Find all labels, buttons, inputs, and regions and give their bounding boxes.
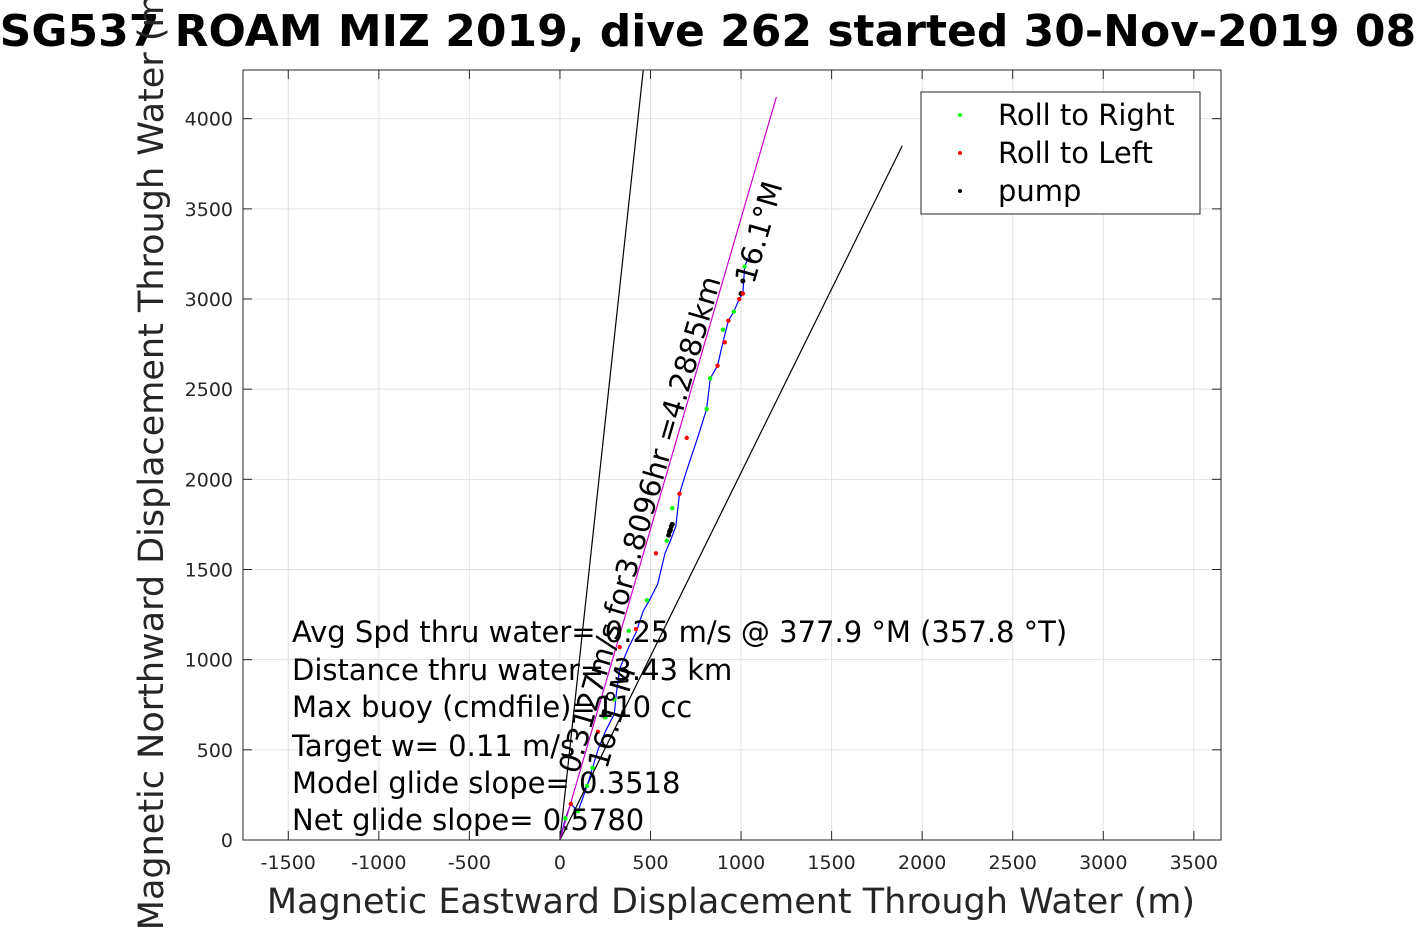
annotation-distance: Distance thru water= 3.43 km: [292, 653, 732, 687]
roll-left-marker: [653, 551, 659, 556]
roll-right-marker: [731, 309, 737, 314]
y-tick-label: 1000: [185, 650, 233, 672]
chart-title: SG537 ROAM MIZ 2019, dive 262 started 30…: [0, 6, 1417, 57]
roll-right-marker: [603, 715, 608, 720]
roll-right-marker: [626, 628, 631, 634]
annotation-net-glide: Net glide slope= 0.5780: [292, 803, 644, 837]
x-tick-label: -1000: [351, 852, 406, 874]
y-tick-label: 4000: [185, 109, 233, 131]
roll-right-marker: [584, 783, 590, 789]
roll-left-marker: [722, 340, 727, 345]
annotation-max-buoy: Max buoy (cmdfile)=110 cc: [292, 690, 692, 724]
ticks: -1500 -1000 -500 0 500 1000 1500 2000 2500 3000 35…: [185, 70, 1221, 874]
roll-left-marker: [617, 644, 622, 650]
x-tick-label: 2000: [898, 852, 946, 874]
legend-label-roll-right: Roll to Right: [998, 98, 1175, 132]
roll-right-marker: [708, 376, 713, 381]
x-tick-label: 3000: [1079, 852, 1127, 874]
roll-right-marker: [612, 697, 617, 702]
data-layer: [559, 70, 903, 840]
pump-marker: [669, 521, 675, 527]
roll-left-marker: [633, 626, 639, 632]
legend-marker-roll-left: [958, 151, 962, 155]
roll-left-marker: [740, 291, 746, 296]
y-tick-label: 2500: [185, 379, 233, 401]
x-tick-label: -1500: [261, 852, 316, 874]
y-tick-label: 1500: [185, 560, 233, 582]
roll-left-marker: [595, 729, 601, 735]
legend-label-roll-left: Roll to Left: [998, 136, 1153, 170]
legend-box: [920, 91, 1201, 215]
annotation-block: Avg Spd thru water= 0.25 m/s @ 377.9 °M …: [291, 615, 1067, 837]
roll-right-marker: [742, 264, 747, 269]
annotation-model-glide: Model glide slope= 0.3518: [292, 766, 680, 800]
pump-marker: [740, 278, 746, 284]
y-tick-label: 2000: [185, 469, 233, 491]
annotation-target-w: Target w= 0.11 m/s: [291, 729, 575, 763]
roll-right-marker: [664, 538, 669, 543]
x-tick-label: 0: [554, 852, 566, 874]
x-tick-label: 2500: [989, 852, 1037, 874]
legend-label-pump: pump: [998, 174, 1081, 208]
roll-left-marker: [677, 491, 682, 496]
roll-left-marker: [715, 363, 720, 368]
roll-right-marker: [590, 765, 595, 771]
y-axis-label: Magnetic Northward Displacement Through …: [132, 0, 172, 930]
y-tick-label: 500: [197, 740, 233, 762]
x-tick-label: 3500: [1170, 852, 1218, 874]
roll-left-marker: [737, 296, 742, 302]
roll-right-marker: [704, 406, 709, 412]
x-tick-label: 1000: [717, 852, 765, 874]
legend: Roll to Right Roll to Left pump: [920, 91, 1201, 215]
roll-right-marker: [563, 816, 568, 821]
series-line: [559, 257, 749, 840]
roll-left-marker: [726, 318, 731, 323]
roll-right-marker: [575, 808, 581, 814]
x-tick-label: 500: [632, 852, 668, 874]
roll-left-marker: [684, 435, 689, 441]
series-line: [559, 96, 777, 840]
y-tick-label: 3500: [185, 199, 233, 221]
reference-line: [559, 145, 903, 840]
roll-right-marker: [670, 505, 675, 511]
roll-left-marker: [568, 801, 574, 807]
y-tick-label: 0: [221, 830, 233, 852]
legend-marker-pump: [958, 189, 962, 193]
y-tick-label: 3000: [185, 289, 233, 311]
x-tick-label: 1500: [807, 852, 855, 874]
roll-right-marker: [644, 597, 650, 603]
x-tick-label: -500: [448, 852, 491, 874]
roll-right-marker: [720, 327, 726, 332]
x-axis-label: Magnetic Eastward Displacement Through W…: [267, 882, 1195, 922]
legend-marker-roll-right: [958, 113, 962, 117]
plot-frame: [242, 69, 1222, 841]
reference-line: [559, 70, 644, 840]
annotation-avg-speed: Avg Spd thru water= 0.25 m/s @ 377.9 °M …: [292, 615, 1067, 649]
